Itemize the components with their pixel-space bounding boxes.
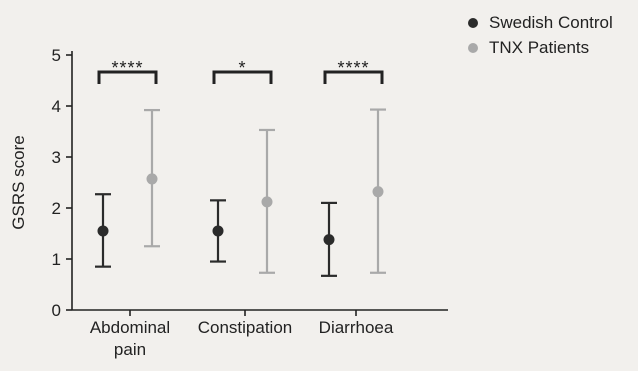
y-tick-label: 5: [52, 46, 61, 65]
legend-marker-swedish-control: [468, 17, 478, 28]
x-tick-label: Abdominal: [90, 318, 170, 337]
legend-label-swedish-control: Swedish Control: [489, 12, 613, 32]
legend-label-tnx-patients: TNX Patients: [489, 37, 590, 57]
y-tick-label: 1: [52, 250, 61, 269]
significance-label: ****: [111, 58, 143, 78]
legend-item-tnx-patients: TNX Patients: [468, 35, 613, 60]
significance-bracket: [323, 70, 384, 84]
mean-point: [372, 186, 384, 198]
legend-item-swedish-control: Swedish Control: [468, 10, 613, 35]
y-tick-label: 3: [52, 148, 61, 167]
mean-point: [261, 196, 273, 208]
significance-label: ****: [337, 58, 369, 78]
significance-bracket: [212, 70, 273, 84]
y-tick-label: 0: [52, 301, 61, 320]
y-axis-label: GSRS score: [9, 135, 28, 229]
x-tick-label: Diarrhoea: [319, 318, 394, 337]
legend-marker-tnx-patients: [468, 42, 478, 53]
mean-point: [146, 173, 158, 185]
x-tick-label: pain: [114, 340, 146, 359]
mean-point: [212, 225, 224, 237]
x-tick-label: Constipation: [198, 318, 293, 337]
y-tick-label: 2: [52, 199, 61, 218]
mean-point: [97, 225, 109, 237]
mean-point: [323, 234, 335, 246]
legend: Swedish Control TNX Patients: [468, 10, 613, 60]
y-tick-label: 4: [52, 97, 61, 116]
significance-label: *: [238, 58, 246, 78]
significance-bracket: [97, 70, 158, 84]
